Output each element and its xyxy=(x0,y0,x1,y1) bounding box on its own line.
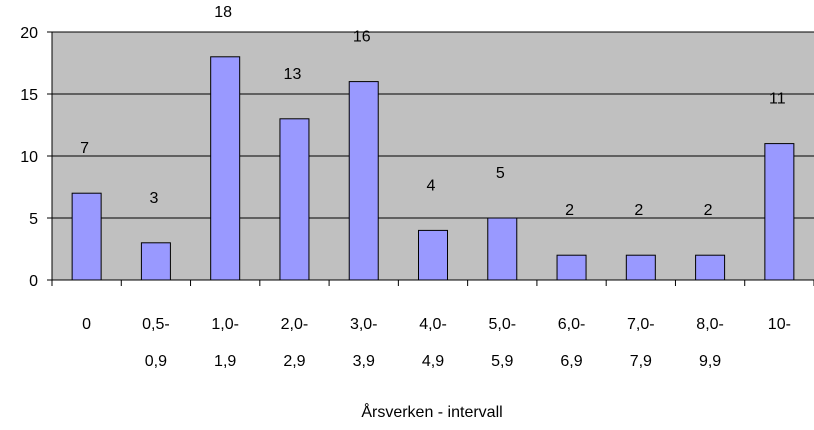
data-label: 13 xyxy=(284,66,302,83)
x-category-label: 4,9 xyxy=(422,353,444,370)
data-label: 2 xyxy=(565,202,574,219)
x-category-label: 10- xyxy=(768,316,791,333)
bar xyxy=(71,192,102,281)
y-tick-label: 0 xyxy=(29,273,38,290)
x-category-label: 6,0- xyxy=(558,316,586,333)
data-label: 7 xyxy=(80,140,89,157)
data-label: 3 xyxy=(149,190,158,207)
data-label: 2 xyxy=(704,202,713,219)
bar xyxy=(348,81,379,281)
x-category-label: 4,0- xyxy=(419,316,447,333)
bar xyxy=(764,143,795,281)
x-category-label: 8,0- xyxy=(696,316,724,333)
y-tick-label: 10 xyxy=(20,149,38,166)
x-category-label: 2,0- xyxy=(281,316,309,333)
x-category-label: 9,9 xyxy=(699,353,721,370)
x-category-label: 6,9 xyxy=(560,353,582,370)
axes xyxy=(47,31,814,286)
x-axis-title: Årsverken - intervall xyxy=(361,402,502,421)
bar xyxy=(418,229,448,281)
x-category-label: 3,9 xyxy=(353,353,375,370)
data-label: 18 xyxy=(214,4,232,21)
bar xyxy=(279,118,310,281)
x-category-label: 7,9 xyxy=(630,353,652,370)
y-tick-label: 20 xyxy=(20,25,38,42)
bar xyxy=(625,254,656,281)
bar xyxy=(210,56,241,281)
data-label: 2 xyxy=(634,202,643,219)
x-category-label: 1,0- xyxy=(211,316,239,333)
x-category-label: 5,9 xyxy=(491,353,513,370)
gridlines xyxy=(52,31,814,219)
data-label: 16 xyxy=(353,29,371,46)
x-category-label: 0,9 xyxy=(145,353,167,370)
bar xyxy=(695,254,726,281)
x-category-label: 5,0- xyxy=(488,316,516,333)
data-label: 11 xyxy=(769,91,786,108)
data-label: 4 xyxy=(427,177,436,194)
y-tick-label: 15 xyxy=(20,87,38,104)
x-category-label: 3,0- xyxy=(350,316,378,333)
x-category-label: 1,9 xyxy=(214,353,236,370)
x-category-label: 7,0- xyxy=(627,316,655,333)
bar xyxy=(487,217,518,281)
bar xyxy=(556,254,587,281)
bar xyxy=(140,242,171,281)
x-category-label: 2,9 xyxy=(283,353,305,370)
x-category-label: 0 xyxy=(82,316,91,333)
y-tick-label: 5 xyxy=(29,211,38,228)
bars xyxy=(71,56,795,281)
x-category-label: 0,5- xyxy=(142,316,170,333)
data-label: 5 xyxy=(496,165,505,182)
